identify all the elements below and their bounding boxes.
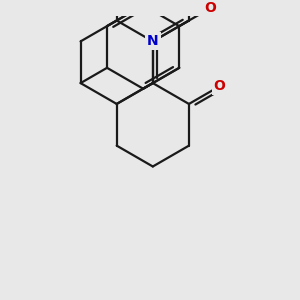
Text: O: O: [214, 79, 226, 93]
Text: O: O: [204, 2, 216, 15]
Text: N: N: [147, 34, 159, 48]
